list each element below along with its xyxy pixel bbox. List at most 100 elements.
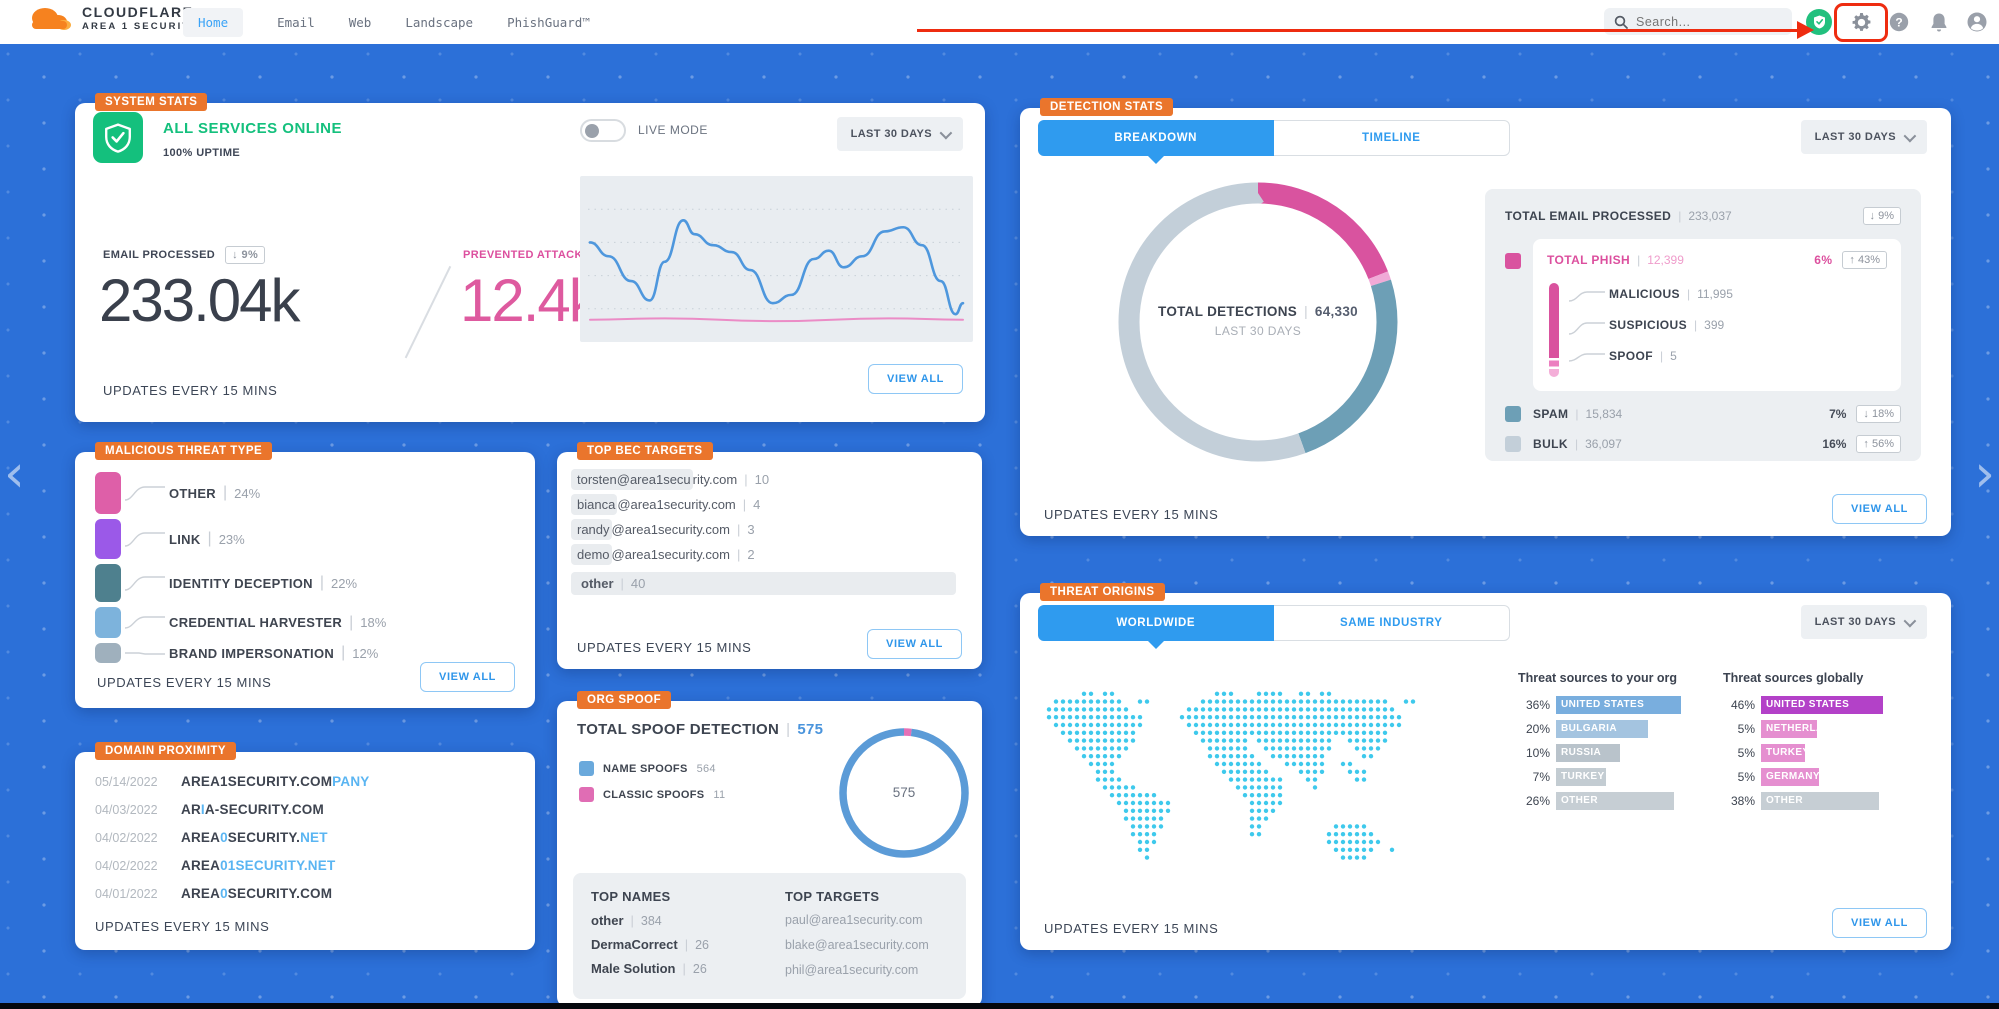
gear-glyph [1852, 12, 1870, 31]
top-name-row: DermaCorrect | 26 [591, 937, 709, 952]
top-targets-header: TOP TARGETS [785, 889, 880, 904]
bec-target-row: torsten@area1secu rity.com | 10 [571, 469, 962, 490]
nav-tab-phishguard[interactable]: PhishGuard™ [507, 14, 590, 30]
period-select[interactable]: LAST 30 DAYS [836, 117, 963, 151]
chevron-down-icon [1903, 129, 1917, 142]
activity-sparkline-chart [580, 176, 973, 342]
donut-center: TOTAL DETECTIONS | 64,330 LAST 30 DAYS [1123, 304, 1393, 338]
org-spoof-donut-chart [839, 728, 969, 858]
prevented-attacks-value: 12.4k [460, 267, 599, 334]
view-all-button[interactable]: VIEW ALL [868, 364, 963, 394]
period-select[interactable]: LAST 30 DAYS [1800, 120, 1927, 154]
divider: | [742, 497, 747, 512]
period-label: LAST 30 DAYS [1814, 131, 1896, 143]
view-all-button[interactable]: VIEW ALL [867, 629, 962, 659]
account-icon[interactable] [1965, 10, 1989, 34]
updates-text: UPDATES EVERY 15 MINS [103, 383, 278, 398]
card-badge: DOMAIN PROXIMITY [95, 742, 237, 760]
screenshot-bottom-edge [0, 1003, 1999, 1009]
origin-bar: BULGARIA [1556, 720, 1648, 738]
donut-center-sub: LAST 30 DAYS [1214, 324, 1302, 338]
live-mode-label: LIVE MODE [638, 123, 708, 137]
color-swatch [95, 643, 121, 663]
threat-type-row: BRAND IMPERSONATION | 12% [95, 643, 515, 663]
domain-date: 04/03/2022 [95, 803, 158, 817]
bulk-swatch [1505, 436, 1521, 452]
origin-bar: TURKEY [1761, 744, 1809, 762]
brand-line1: CLOUDFLARE [82, 4, 194, 20]
period-select[interactable]: LAST 30 DAYS [1800, 605, 1927, 639]
threat-type-pct: 12% [352, 645, 379, 661]
question-glyph: ? [1889, 12, 1909, 32]
bulk-delta-badge: ↑ 56% [1856, 435, 1901, 453]
nav-tab-email[interactable]: Email [277, 14, 315, 30]
nav-tab-home[interactable]: Home [183, 7, 244, 37]
detection-stats-card: DETECTION STATS BREAKDOWN TIMELINE LAST … [1020, 98, 1951, 536]
top-name-row: Male Solution | 26 [591, 961, 707, 976]
carousel-prev-chevron[interactable]: ‹ [4, 444, 25, 504]
threat-type-pct: 24% [234, 485, 261, 501]
settings-gear-icon[interactable] [1849, 10, 1873, 34]
tab-same-industry[interactable]: SAME INDUSTRY [1273, 605, 1510, 641]
view-all-button[interactable]: VIEW ALL [1832, 908, 1927, 938]
org-threat-sources-list: Threat sources to your org 36% UNITED STA… [1518, 671, 1716, 816]
origin-bar: TURKEY [1556, 768, 1606, 786]
domain-name: ARIA-SECURITY.COM [181, 802, 324, 817]
live-mode-toggle[interactable] [580, 119, 626, 142]
bec-count: 3 [747, 522, 755, 537]
prevented-attacks-label: PREVENTED ATTACKS [463, 249, 591, 261]
nav-tab-landscape[interactable]: Landscape [405, 14, 474, 30]
detection-breakdown-panel: TOTAL EMAIL PROCESSED | 233,037 ↓ 9% TOTA… [1485, 189, 1921, 461]
divider: | [207, 530, 212, 547]
phish-swatch [1505, 253, 1521, 269]
phish-card: TOTAL PHISH | 12,399 6% ↑ 43% MALICIOUS | 1… [1533, 239, 1901, 391]
notifications-bell-icon[interactable] [1927, 10, 1951, 34]
legend-swatch [579, 761, 594, 776]
email-processed-value: 233.04k [99, 267, 301, 334]
card-badge: DETECTION STATS [1040, 98, 1174, 116]
search-input[interactable] [1636, 14, 1776, 29]
nav-tab-web[interactable]: Web [348, 14, 372, 30]
annotation-arrow-line [917, 29, 1799, 32]
origin-row: 38% OTHER [1723, 792, 1921, 810]
origin-row: 5% NETHERLANDS [1737, 720, 1846, 738]
divider: | [620, 576, 624, 591]
threat-type-row: IDENTITY DECEPTION | 22% [95, 564, 515, 602]
total-email-delta-badge: ↓ 9% [1862, 207, 1901, 225]
divider: | [349, 613, 354, 631]
spam-delta-badge: ↓ 18% [1856, 405, 1901, 423]
connector-line [124, 486, 165, 501]
tab-timeline[interactable]: TIMELINE [1273, 120, 1510, 156]
threat-type-pct: 18% [360, 615, 387, 630]
phish-label: TOTAL PHISH [1547, 253, 1631, 267]
bec-target-row-other: other | 40 [571, 572, 962, 595]
phish-child-row: SPOOF | 5 [1565, 343, 1733, 369]
bulk-row: BULK | 36,097 16% ↑ 56% [1505, 435, 1901, 453]
origin-bar: RUSSIA [1556, 744, 1620, 762]
threat-type-label: IDENTITY DECEPTION [169, 575, 313, 591]
help-icon[interactable]: ? [1887, 10, 1911, 34]
toggle-knob [585, 123, 599, 138]
tab-breakdown[interactable]: BREAKDOWN [1038, 120, 1274, 164]
total-email-row: TOTAL EMAIL PROCESSED | 233,037 ↓ 9% [1505, 207, 1901, 225]
bec-count: 4 [753, 497, 761, 512]
view-all-button[interactable]: VIEW ALL [420, 662, 515, 692]
origin-bar: OTHER [1761, 792, 1879, 810]
divider: | [744, 472, 748, 487]
threat-origins-tabbar: WORLDWIDE SAME INDUSTRY [1038, 605, 1510, 649]
view-all-button[interactable]: VIEW ALL [1832, 494, 1927, 524]
tab-worldwide[interactable]: WORLDWIDE [1038, 605, 1274, 649]
legend-value: 564 [696, 762, 716, 775]
org-list-header: Threat sources to your org [1518, 671, 1678, 685]
card-badge: SYSTEM STATS [95, 93, 208, 111]
threat-type-label: OTHER [169, 485, 216, 501]
chevron-down-icon [1903, 614, 1917, 627]
domain-row: 04/02/2022 AREA0SECURITY.NET [95, 830, 515, 845]
domain-row: 04/01/2022 AREA0SECURITY.COM [95, 886, 515, 901]
carousel-next-chevron[interactable]: › [1974, 444, 1995, 504]
bec-count: 2 [747, 547, 755, 562]
origin-row: 10% RUSSIA [1518, 744, 1716, 762]
top-target-row: blake@area1security.com [785, 938, 929, 952]
email-processed-label-row: EMAIL PROCESSED ↓ 9% [103, 246, 266, 264]
annotation-highlight-box [1834, 3, 1888, 42]
